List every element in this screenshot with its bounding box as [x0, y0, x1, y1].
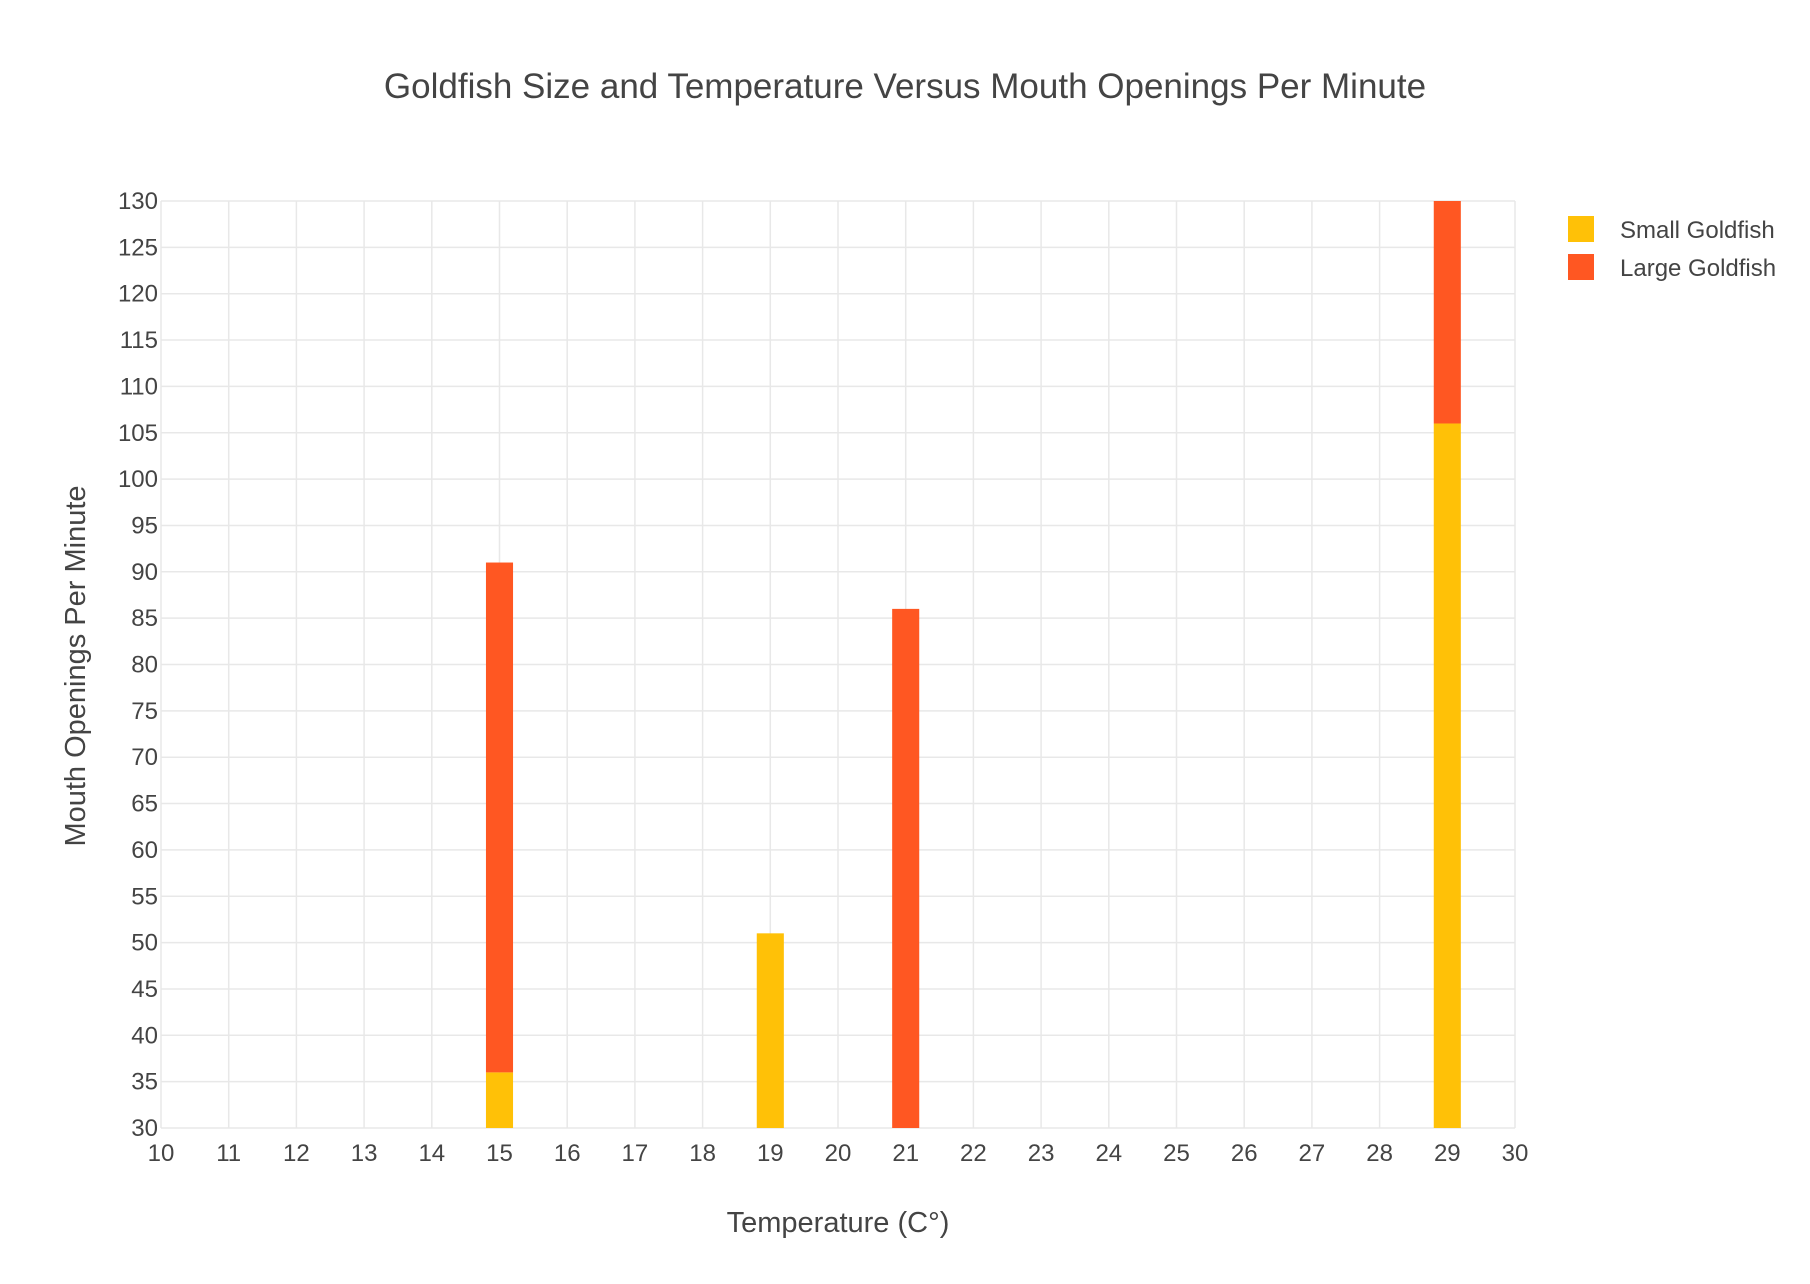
x-tick-label: 13 [351, 1140, 378, 1167]
legend-label: Large Goldfish [1620, 255, 1776, 282]
y-tick-label: 115 [120, 327, 158, 354]
chart-title: Goldfish Size and Temperature Versus Mou… [384, 67, 1426, 106]
y-tick-label: 60 [131, 837, 158, 864]
x-tick-label: 27 [1299, 1140, 1326, 1167]
y-axis-ticks: 30 35 40 45 50 55 60 65 70 75 80 85 90 95 100 105 110 115… [118, 188, 158, 1142]
x-axis-title: Temperature (C°) [727, 1207, 950, 1239]
large-goldfish-bar[interactable] [892, 608, 920, 1128]
x-tick-label: 10 [148, 1140, 175, 1167]
y-tick-label: 65 [131, 791, 158, 818]
y-tick-label: 110 [120, 373, 158, 400]
x-tick-label: 16 [554, 1140, 581, 1167]
x-tick-label: 17 [622, 1140, 649, 1167]
large-goldfish-bar[interactable] [485, 562, 514, 1073]
x-tick-label: 22 [960, 1140, 987, 1167]
x-axis-ticks: 10 11 12 13 14 15 16 17 18 19 20 21 22 23 24 25 26 27 28 29… [148, 1140, 1529, 1167]
x-tick-label: 28 [1366, 1140, 1393, 1167]
y-tick-label: 80 [131, 652, 158, 679]
x-tick-label: 15 [486, 1140, 513, 1167]
y-tick-label: 125 [118, 234, 158, 261]
x-tick-label: 26 [1231, 1140, 1258, 1167]
y-tick-label: 55 [131, 883, 158, 910]
grid [160, 200, 1516, 1129]
legend-item[interactable]: Small Goldfish [1568, 216, 1775, 244]
x-tick-label: 14 [418, 1140, 445, 1167]
small-goldfish-bar[interactable] [756, 933, 784, 1128]
large-goldfish-bar[interactable] [1433, 201, 1461, 424]
x-tick-label: 12 [283, 1140, 310, 1167]
y-axis-title: Mouth Openings Per Minute [60, 485, 92, 846]
x-tick-label: 24 [1095, 1140, 1122, 1167]
legend-label: Small Goldfish [1620, 217, 1775, 244]
x-tick-label: 20 [825, 1140, 852, 1167]
legend[interactable]: Small Goldfish Large Goldfish [1568, 216, 1776, 282]
x-tick-label: 11 [216, 1140, 241, 1167]
x-tick-label: 18 [689, 1140, 716, 1167]
y-tick-label: 130 [118, 188, 158, 215]
x-tick-label: 23 [1028, 1140, 1055, 1167]
legend-swatch [1568, 216, 1594, 242]
x-tick-label: 30 [1502, 1140, 1529, 1167]
x-tick-label: 21 [892, 1140, 919, 1167]
legend-item[interactable]: Large Goldfish [1568, 254, 1776, 282]
y-tick-label: 70 [131, 744, 158, 771]
y-tick-label: 95 [131, 512, 158, 539]
legend-swatch [1568, 254, 1594, 280]
y-tick-label: 105 [118, 420, 158, 447]
y-tick-label: 45 [131, 976, 158, 1003]
y-tick-label: 90 [131, 559, 158, 586]
x-tick-label: 25 [1163, 1140, 1190, 1167]
bars [485, 201, 1461, 1129]
y-tick-label: 85 [131, 605, 158, 632]
y-tick-label: 50 [131, 930, 158, 957]
y-tick-label: 40 [131, 1022, 158, 1049]
y-tick-label: 35 [131, 1069, 158, 1096]
small-goldfish-bar[interactable] [1433, 423, 1461, 1129]
x-tick-label: 19 [757, 1140, 784, 1167]
x-tick-label: 29 [1434, 1140, 1461, 1167]
y-tick-label: 75 [131, 698, 158, 725]
y-tick-label: 120 [118, 281, 158, 308]
y-tick-label: 30 [131, 1115, 158, 1142]
y-tick-label: 100 [118, 466, 158, 493]
small-goldfish-bar[interactable] [485, 1072, 514, 1128]
